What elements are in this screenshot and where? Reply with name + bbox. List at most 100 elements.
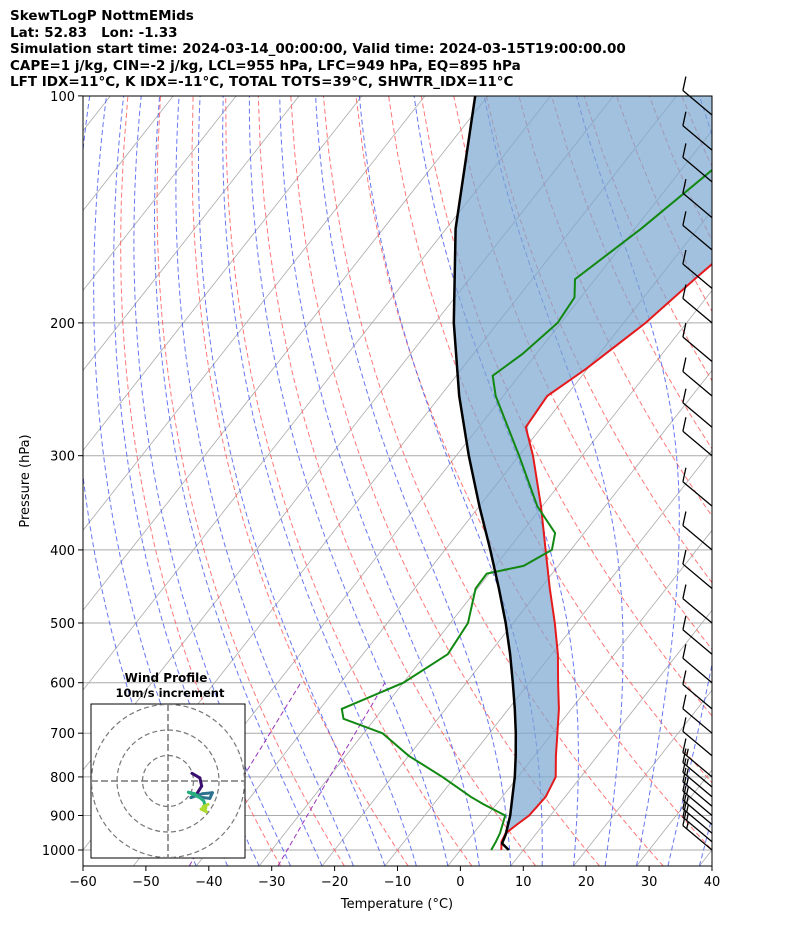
parcel-line — [452, 96, 518, 851]
wind-barb — [682, 76, 713, 116]
wind-barb — [682, 758, 713, 798]
isotherm-line — [258, 289, 712, 866]
barb-staff — [682, 771, 713, 798]
barb-staff — [682, 799, 713, 825]
barb-flag — [682, 417, 687, 432]
moist-adiabat-line — [315, 96, 512, 866]
moist-adiabat-line — [198, 96, 386, 866]
barb-flag — [682, 511, 687, 526]
x-tick-label: −30 — [258, 875, 285, 890]
x-tick-label: −60 — [69, 875, 96, 890]
wind-barb — [682, 211, 713, 251]
y-tick-label: 700 — [50, 727, 75, 742]
barb-staff — [682, 297, 713, 324]
dry-adiabat-line — [551, 96, 712, 450]
barb-staff — [682, 781, 713, 807]
x-tick-label: −40 — [195, 875, 222, 890]
hodograph-inset: Wind Profile 10m/s increment — [90, 671, 246, 859]
x-axis-label: Temperature (°C) — [340, 897, 453, 912]
barb-half-flag — [686, 813, 689, 821]
isotherm-line — [321, 369, 712, 866]
moist-adiabat-line — [153, 96, 323, 866]
dry-adiabat-line — [290, 96, 600, 866]
barb-half-flag — [686, 796, 689, 804]
barb-half-flag — [686, 821, 689, 829]
barb-flag — [682, 615, 687, 630]
y-axis-label: Pressure (hPa) — [18, 434, 33, 527]
wind-barb — [682, 417, 713, 457]
wind-barb — [682, 357, 713, 397]
chart-header: SkewTLogP NottmEMids Lat: 52.83 Lon: -1.… — [10, 8, 626, 91]
barb-staff — [682, 156, 713, 183]
isotherm-line — [573, 689, 712, 866]
barb-staff — [682, 808, 713, 834]
isotherm-line — [83, 96, 363, 452]
barb-staff — [682, 657, 713, 684]
dry-adiabat-line — [225, 96, 473, 866]
wind-barb — [682, 670, 713, 710]
hodograph-segment — [194, 784, 204, 797]
barb-half-flag — [686, 768, 689, 776]
y-tick-label: 1000 — [42, 844, 75, 859]
dry-adiabat-line — [120, 96, 282, 866]
chart-background-lines — [83, 96, 794, 866]
barb-staff — [682, 192, 713, 219]
simulation-times: Simulation start time: 2024-03-14_00:00:… — [10, 41, 626, 57]
barb-staff — [682, 751, 713, 778]
barb-flag — [682, 694, 687, 709]
moist-adiabat-line — [483, 96, 624, 866]
dewpoint-line — [340, 168, 712, 851]
y-tick-label: 600 — [50, 677, 75, 692]
sounding-traces — [340, 96, 712, 851]
barb-staff — [682, 524, 713, 551]
dry-adiabat-line — [257, 96, 537, 866]
x-tick-label: 30 — [641, 875, 658, 890]
y-tick-label: 200 — [50, 317, 75, 332]
barb-flag — [682, 388, 687, 403]
y-tick-label: 400 — [50, 544, 75, 559]
barb-flag — [682, 584, 687, 599]
axes: −60 −50 −40 −30 −20 −10 0 10 20 30 40 1000 900 800 700… — [42, 90, 720, 890]
barb-flag — [682, 249, 687, 265]
wind-barb — [682, 767, 713, 807]
barb-flag — [682, 76, 687, 91]
moist-adiabat-line — [248, 96, 449, 866]
wind-barb — [682, 388, 713, 428]
moist-adiabat-line — [279, 96, 480, 866]
x-tick-label: 40 — [704, 875, 721, 890]
wind-barb — [682, 511, 713, 551]
barb-flag — [682, 143, 687, 158]
dry-adiabat-line — [191, 96, 409, 866]
y-tick-label: 500 — [50, 617, 75, 632]
barb-flag — [682, 284, 687, 299]
barb-staff — [682, 762, 713, 788]
barb-flag — [682, 467, 687, 482]
wind-barb — [682, 467, 713, 507]
hodograph-subtitle: 10m/s increment — [116, 686, 225, 700]
barb-flag — [682, 767, 687, 782]
barb-staff — [682, 481, 713, 507]
isotherm-line — [83, 96, 426, 531]
x-tick-label: 0 — [456, 875, 464, 890]
cape-shading — [453, 96, 712, 837]
hodograph-title: Wind Profile — [125, 671, 208, 685]
moist-adiabat-line — [698, 815, 712, 866]
moist-adiabat-line — [222, 96, 417, 866]
x-tick-label: −10 — [384, 875, 411, 890]
dry-adiabat-line — [485, 96, 712, 584]
wind-barb — [682, 111, 713, 151]
wind-barb — [682, 179, 713, 219]
barb-flag — [682, 776, 687, 792]
location-label: Lat: 52.83 Lon: -1.33 — [10, 24, 178, 41]
barb-flag — [682, 111, 687, 126]
x-tick-label: −20 — [321, 875, 348, 890]
moist-adiabat-line — [175, 96, 354, 866]
barb-staff — [682, 224, 713, 251]
wind-barb — [682, 549, 713, 589]
barb-flag — [682, 748, 687, 763]
barb-half-flag — [686, 777, 689, 786]
wind-barb — [682, 284, 713, 324]
barb-flag — [682, 738, 687, 753]
dry-adiabat-line — [714, 96, 794, 866]
